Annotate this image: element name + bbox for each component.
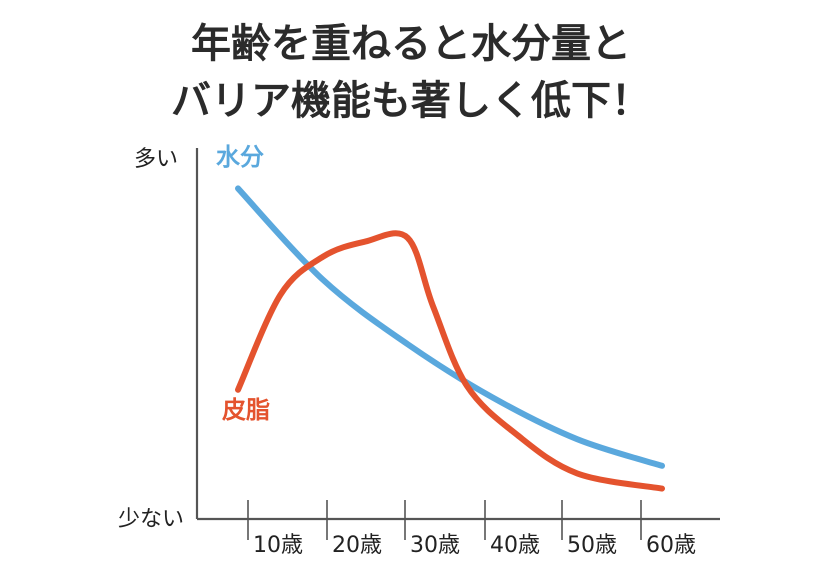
x-tick-label-3: 30歳: [410, 533, 460, 558]
axes: [195, 148, 720, 521]
series-lines: [235, 185, 665, 492]
series-label-water: 水分: [216, 143, 264, 171]
series-line-sebum: [235, 230, 665, 492]
series-label-sebum: 皮脂: [222, 396, 270, 424]
x-ticks: 10歳 20歳 30歳 40歳 50歳 60歳: [247, 500, 696, 558]
x-tick-label-6: 60歳: [646, 533, 696, 558]
chart-title-line-1: 年齢を重ねると水分量と: [191, 21, 631, 67]
x-tick-label-4: 40歳: [490, 533, 540, 558]
y-axis-top-label: 多い: [134, 147, 178, 172]
x-tick-label-2: 20歳: [332, 533, 382, 558]
series-line-water: [235, 185, 665, 469]
x-tick-label-1: 10歳: [253, 533, 303, 558]
chart-title-line-2: バリア機能も著しく低下！: [171, 78, 651, 124]
x-tick-label-5: 50歳: [567, 533, 617, 558]
y-axis-bottom-label: 少ない: [118, 507, 184, 532]
